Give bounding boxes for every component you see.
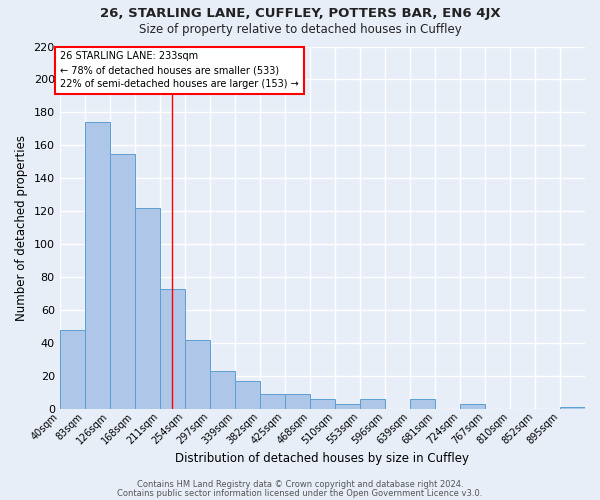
Bar [59,330,85,409]
Bar [235,381,260,409]
Y-axis label: Number of detached properties: Number of detached properties [15,134,28,320]
Bar [410,399,435,409]
Bar [310,399,335,409]
Text: Size of property relative to detached houses in Cuffley: Size of property relative to detached ho… [139,22,461,36]
Text: Contains public sector information licensed under the Open Government Licence v3: Contains public sector information licen… [118,488,482,498]
Bar [110,154,135,409]
Bar [360,399,385,409]
Bar [260,394,285,409]
Text: Contains HM Land Registry data © Crown copyright and database right 2024.: Contains HM Land Registry data © Crown c… [137,480,463,489]
Text: 26 STARLING LANE: 233sqm
← 78% of detached houses are smaller (533)
22% of semi-: 26 STARLING LANE: 233sqm ← 78% of detach… [60,52,299,90]
Bar [335,404,360,409]
Bar [460,404,485,409]
Bar [210,371,235,409]
Bar [185,340,210,409]
Bar [135,208,160,409]
Text: 26, STARLING LANE, CUFFLEY, POTTERS BAR, EN6 4JX: 26, STARLING LANE, CUFFLEY, POTTERS BAR,… [100,8,500,20]
Bar [560,407,585,409]
X-axis label: Distribution of detached houses by size in Cuffley: Distribution of detached houses by size … [175,452,469,465]
Bar [160,288,185,409]
Bar [85,122,110,409]
Bar [285,394,310,409]
